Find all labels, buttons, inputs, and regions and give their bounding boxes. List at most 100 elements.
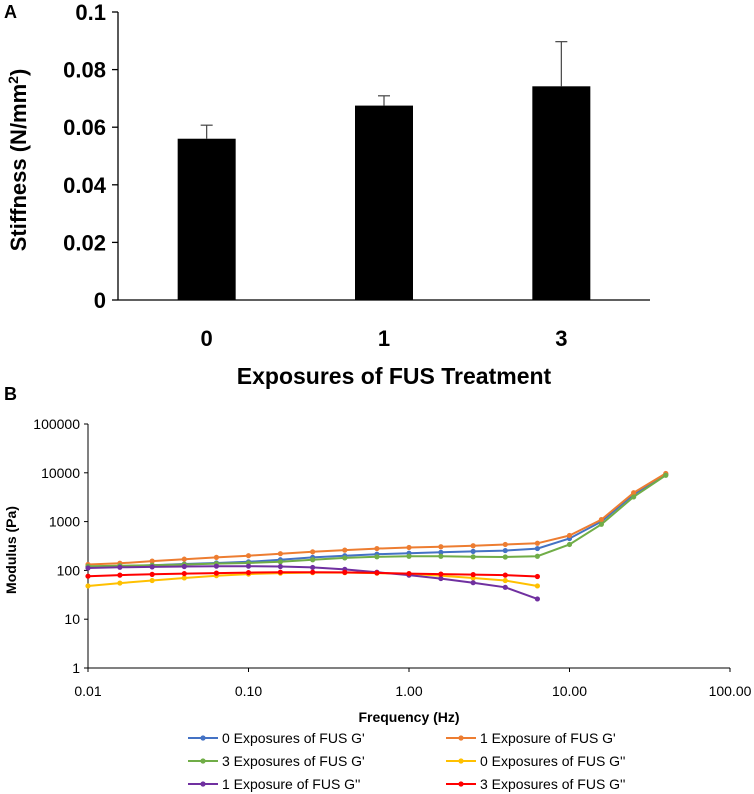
panel-a-y-tick-label: 0.06 — [63, 115, 106, 140]
panel-b-data-point — [310, 564, 316, 571]
panel-b-data-point — [310, 569, 316, 575]
panel-b-y-tick-label: 10000 — [41, 465, 80, 481]
panel-b-legend-marker — [200, 781, 206, 787]
panel-b-legend-label: 1 Exposure of FUS G' — [480, 730, 616, 746]
panel-b-data-point — [310, 549, 316, 555]
panel-b-data-point — [374, 545, 380, 552]
panel-b-x-tick-label: 10.00 — [552, 683, 587, 699]
panel-b-legend-label: 3 Exposures of FUS G'' — [480, 776, 625, 792]
panel-b-data-point — [438, 571, 444, 577]
panel-b-line-chart: B 1 10 100 1000 10000 100000 0.01 0.10 1.00 10.0… — [3, 384, 752, 792]
panel-b-y-axis-title: Modulus (Pa) — [3, 506, 19, 594]
panel-a-y-axis-title: Stiffness (N/mm2) — [5, 69, 31, 252]
panel-b-data-point — [502, 547, 508, 554]
panel-b-data-point — [534, 596, 541, 602]
panel-b-data-point — [631, 490, 637, 496]
panel-a-label: A — [4, 2, 17, 22]
panel-b-legend-marker — [200, 758, 206, 764]
panel-b-data-point — [342, 547, 348, 553]
panel-a-x-axis-title: Exposures of FUS Treatment — [237, 363, 552, 389]
panel-b-data-point — [149, 571, 155, 577]
panel-b-legend-marker — [200, 735, 206, 741]
panel-b-data-point — [85, 583, 91, 589]
panel-a-y-tick-label: 0.04 — [63, 173, 107, 198]
panel-b-data-point — [534, 573, 541, 580]
panel-b-data-point — [181, 575, 187, 581]
panel-b-data-point — [534, 545, 541, 552]
panel-b-data-point — [502, 584, 508, 590]
panel-b-data-point — [406, 544, 412, 551]
panel-b-data-point — [566, 532, 573, 539]
panel-b-data-point — [277, 563, 283, 570]
panel-b-data-point — [342, 569, 348, 575]
panel-b-series — [85, 470, 669, 602]
panel-b-legend-label: 3 Exposures of FUS G' — [222, 753, 365, 769]
panel-b-legend-marker — [458, 758, 464, 764]
panel-b-data-point — [438, 575, 444, 582]
panel-b-data-point — [470, 543, 476, 549]
panel-b-label: B — [4, 384, 17, 404]
panel-a-y-tick-label: 0.1 — [75, 0, 106, 25]
panel-b-data-point — [663, 472, 669, 478]
panel-b-y-tick-label: 1 — [72, 660, 80, 676]
panel-b-series-5 — [85, 569, 541, 580]
panel-b-data-point — [502, 577, 508, 584]
panel-a-bar — [177, 138, 236, 300]
panel-b-data-point — [534, 540, 541, 546]
panel-b-legend-marker — [458, 781, 464, 787]
panel-b-data-point — [181, 570, 187, 577]
panel-b-data-point — [374, 554, 380, 560]
panel-b-legend-item: 3 Exposures of FUS G'' — [446, 776, 625, 792]
panel-b-data-point — [470, 554, 476, 560]
panel-b-x-ticks: 0.01 0.10 1.00 10.00 100.00 — [74, 668, 752, 699]
panel-b-data-point — [534, 583, 541, 589]
panel-b-y-tick-label: 100 — [57, 562, 81, 578]
panel-b-data-point — [502, 541, 508, 548]
panel-b-data-point — [438, 549, 444, 555]
panel-b-data-point — [406, 570, 412, 577]
panel-b-x-tick-label: 0.10 — [235, 683, 262, 699]
panel-a-y-tick-label: 0 — [94, 288, 106, 313]
panel-b-legend-item: 0 Exposures of FUS G' — [188, 730, 365, 746]
panel-b-legend-label: 0 Exposures of FUS G'' — [480, 753, 625, 769]
panel-b-data-point — [566, 541, 573, 548]
panel-b-legend-label: 1 Exposure of FUS G'' — [222, 776, 360, 792]
panel-a-y-ticks: 0 0.02 0.04 0.06 0.08 0.1 — [63, 0, 118, 313]
panel-b-data-point — [277, 559, 283, 565]
panel-a-y-tick-label: 0.08 — [63, 58, 106, 83]
panel-b-data-point — [502, 554, 508, 560]
panel-b-data-point — [181, 563, 187, 570]
panel-b-data-point — [213, 554, 220, 560]
panel-b-data-point — [213, 563, 220, 569]
panel-b-data-point — [438, 544, 444, 550]
panel-a-x-tick-label: 3 — [555, 326, 567, 351]
panel-b-data-point — [117, 572, 123, 578]
panel-a-error-bars — [200, 41, 568, 139]
panel-b-data-point — [85, 565, 91, 571]
panel-b-legend-marker — [458, 735, 464, 741]
panel-b-data-point — [502, 572, 508, 578]
panel-b-y-tick-label: 100000 — [33, 416, 80, 432]
panel-a-x-tick-label: 0 — [201, 326, 213, 351]
panel-a-y-axis-title-sup: 2 — [5, 76, 21, 84]
panel-b-data-point — [470, 548, 476, 555]
panel-b-legend: 0 Exposures of FUS G' 1 Exposure of FUS G… — [188, 730, 625, 792]
panel-b-data-point — [342, 555, 348, 561]
panel-b-data-point — [631, 494, 637, 500]
panel-b-x-tick-label: 0.01 — [74, 683, 101, 699]
panel-a-x-tick-label: 1 — [378, 326, 390, 351]
panel-b-legend-item: 0 Exposures of FUS G'' — [446, 753, 625, 769]
panel-b-data-point — [374, 570, 380, 576]
panel-b-legend-item: 1 Exposure of FUS G'' — [188, 776, 360, 792]
panel-b-y-tick-label: 1000 — [49, 514, 80, 530]
panel-b-data-point — [245, 553, 252, 559]
panel-b-x-tick-label: 100.00 — [709, 683, 752, 699]
panel-b-legend-item: 1 Exposure of FUS G' — [446, 730, 616, 746]
panel-b-data-point — [406, 553, 412, 559]
panel-b-data-point — [277, 551, 283, 557]
panel-b-data-point — [85, 573, 91, 579]
panel-b-data-point — [310, 557, 316, 563]
panel-b-x-tick-label: 1.00 — [395, 683, 422, 699]
panel-b-data-point — [149, 564, 155, 570]
panel-b-data-point — [598, 521, 604, 527]
